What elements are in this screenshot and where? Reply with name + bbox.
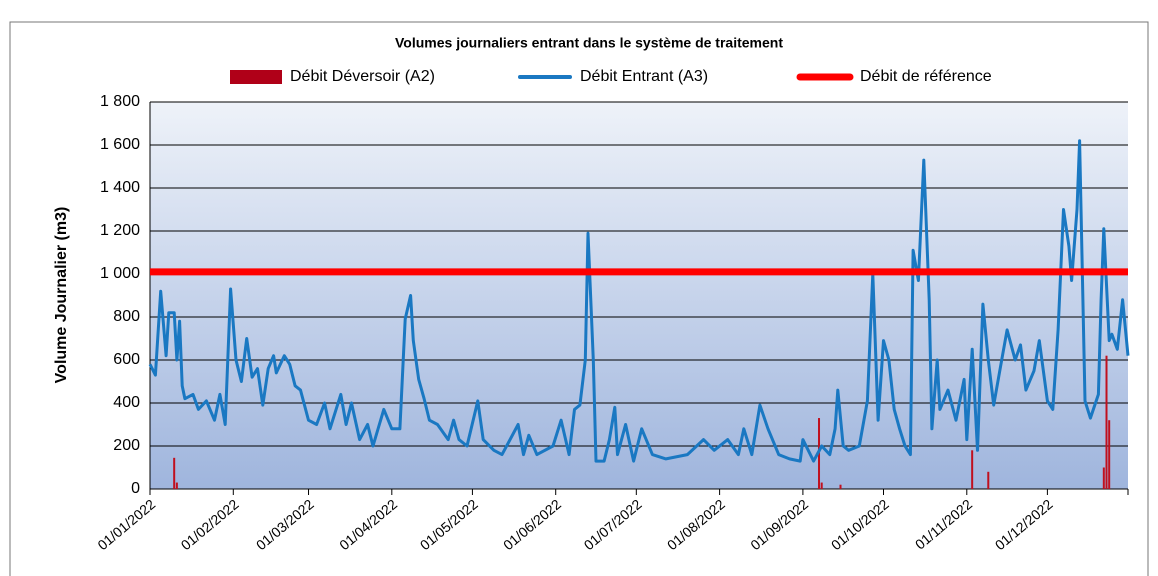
- legend-swatch: [230, 70, 282, 84]
- y-tick-label: 200: [113, 437, 140, 454]
- bar: [839, 484, 842, 489]
- y-tick-label: 400: [113, 394, 140, 411]
- bar: [987, 471, 990, 489]
- y-tick-label: 600: [113, 351, 140, 368]
- chart-title: Volumes journaliers entrant dans le syst…: [395, 35, 783, 51]
- bar: [1105, 355, 1108, 489]
- y-tick-label: 1 400: [100, 179, 140, 196]
- legend-label: Débit de référence: [860, 68, 992, 85]
- y-tick-label: 1 800: [100, 93, 140, 110]
- y-tick-label: 800: [113, 308, 140, 325]
- legend-label: Débit Déversoir (A2): [290, 68, 435, 85]
- bar: [173, 457, 176, 489]
- legend-label: Débit Entrant (A3): [580, 68, 708, 85]
- y-tick-label: 0: [131, 480, 140, 497]
- y-tick-label: 1 200: [100, 222, 140, 239]
- y-tick-label: 1 600: [100, 136, 140, 153]
- y-tick-label: 1 000: [100, 265, 140, 282]
- bar: [1102, 467, 1105, 489]
- plot-area: [150, 102, 1128, 489]
- bar: [820, 482, 823, 489]
- line: [148, 139, 1130, 463]
- bar: [1108, 420, 1111, 489]
- bar: [971, 450, 974, 489]
- y-axis-label: Volume Journalier (m3): [53, 207, 70, 384]
- bar: [175, 482, 178, 489]
